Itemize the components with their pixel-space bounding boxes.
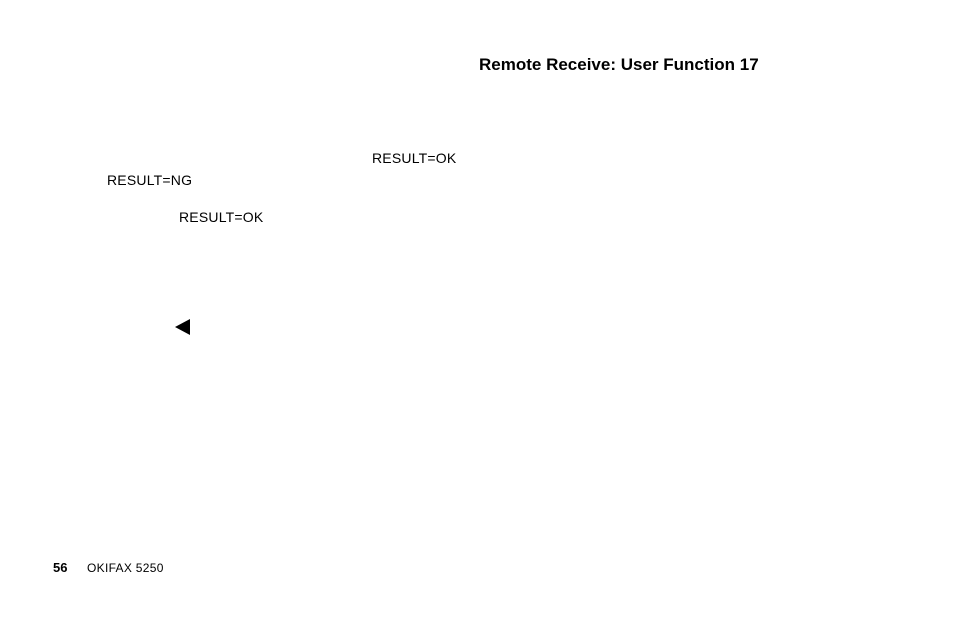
text-fragment-2: RESULT=NG <box>107 172 192 188</box>
page-number: 56 <box>53 560 67 575</box>
product-name: OKIFAX 5250 <box>87 561 164 575</box>
document-page: Remote Receive: User Function 17 RESULT=… <box>0 0 954 618</box>
text-fragment-3: RESULT=OK <box>179 209 263 225</box>
text-fragment-1: RESULT=OK <box>372 150 456 166</box>
section-heading: Remote Receive: User Function 17 <box>479 55 759 75</box>
left-arrow-icon <box>175 319 191 335</box>
